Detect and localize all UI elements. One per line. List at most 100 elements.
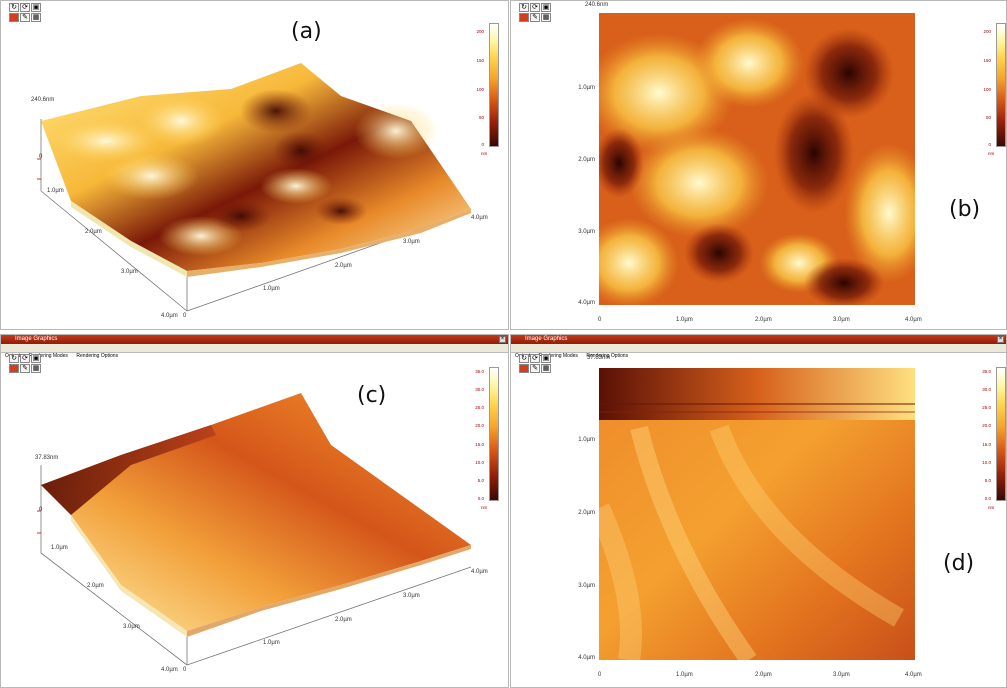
scale-tick: 200 [983, 29, 991, 34]
grid-icon[interactable]: ▦ [541, 364, 551, 373]
y-tick: 2.0µm [578, 157, 595, 163]
panel-a-3d-view: ↻ ⟳ ▣ ✎ ▦ (a) [0, 0, 509, 330]
window-titlebar: Image Graphics × [511, 335, 1006, 344]
refresh-icon[interactable]: ⟳ [530, 354, 540, 363]
refresh-icon[interactable]: ⟳ [20, 3, 30, 12]
panel-c-3d-view: Image Graphics × Output Rendering Modes … [0, 334, 509, 688]
scale-unit: nm [481, 505, 488, 510]
x-tick: 2.0µm [755, 317, 772, 323]
y-tick: 1.0µm [47, 188, 64, 194]
rotate-icon[interactable]: ↻ [519, 3, 529, 12]
x-tick: 3.0µm [833, 672, 850, 678]
scale-tick: 25.0 [982, 405, 991, 410]
palette-icon[interactable] [9, 364, 19, 373]
x-tick: 4.0µm [471, 569, 488, 575]
color-scale-bar [996, 367, 1006, 501]
scale-tick: 35.0 [475, 369, 484, 374]
x-tick: 0 [598, 672, 602, 678]
y-tick: 0 [39, 154, 43, 160]
pen-icon[interactable]: ✎ [20, 364, 30, 373]
color-scale-bar [996, 23, 1006, 147]
export-icon[interactable]: ▣ [541, 3, 551, 12]
y-tick: 2.0µm [578, 510, 595, 516]
x-tick: 3.0µm [403, 239, 420, 245]
height-label: 240.6nm [585, 2, 609, 8]
window-title: Image Graphics [525, 336, 568, 342]
window-title: Image Graphics [15, 336, 58, 342]
scale-tick: 20.0 [982, 423, 991, 428]
x-tick: 2.0µm [335, 263, 352, 269]
scale-tick: 20.0 [475, 423, 484, 428]
scale-unit: nm [481, 151, 488, 156]
scale-tick: 200 [476, 29, 484, 34]
rotate-icon[interactable]: ↻ [519, 354, 529, 363]
close-icon[interactable]: × [499, 336, 506, 343]
surface-3d-a [37, 63, 472, 312]
rotate-icon[interactable]: ↻ [9, 3, 19, 12]
scale-tick: 150 [476, 58, 484, 63]
scale-tick: 15.0 [982, 442, 991, 447]
y-tick: 3.0µm [123, 624, 140, 630]
surface-3d-c [37, 393, 472, 666]
scale-tick: 15.0 [475, 442, 484, 447]
panel-b-2d-view: ↻ ⟳ ▣ ✎ ▦ 240.6nm 1.0µm 2.0µm 3.0µm 4.0µ… [510, 0, 1007, 330]
height-map-b [599, 13, 915, 305]
menu-rendering-modes[interactable]: Rendering Modes [538, 353, 578, 359]
pen-icon[interactable]: ✎ [530, 13, 540, 22]
scale-tick: 5.0 [984, 478, 991, 483]
grid-icon[interactable]: ▦ [541, 13, 551, 22]
y-tick: 4.0µm [578, 300, 595, 306]
grid-icon[interactable]: ▦ [31, 364, 41, 373]
y-tick: 3.0µm [578, 583, 595, 589]
window-titlebar: Image Graphics × [1, 335, 508, 344]
y-tick: 0 [39, 507, 43, 513]
scale-unit: nm [988, 505, 995, 510]
y-tick: 1.0µm [578, 85, 595, 91]
scale-tick: 0 [988, 142, 991, 147]
scale-tick: 100 [476, 87, 484, 92]
y-tick: 2.0µm [85, 229, 102, 235]
pen-icon[interactable]: ✎ [530, 364, 540, 373]
pen-icon[interactable]: ✎ [20, 13, 30, 22]
export-icon[interactable]: ▣ [31, 3, 41, 12]
x-tick: 3.0µm [403, 593, 420, 599]
x-tick: 1.0µm [676, 317, 693, 323]
x-tick: 1.0µm [263, 640, 280, 646]
palette-icon[interactable] [519, 13, 529, 22]
rotate-icon[interactable]: ↻ [9, 354, 19, 363]
scale-tick: 5.0 [477, 478, 484, 483]
palette-icon[interactable] [9, 13, 19, 22]
export-icon[interactable]: ▣ [541, 354, 551, 363]
export-icon[interactable]: ▣ [31, 354, 41, 363]
x-tick: 4.0µm [905, 672, 922, 678]
x-tick: 0 [183, 667, 187, 673]
x-tick: 2.0µm [755, 672, 772, 678]
menu-rendering-modes[interactable]: Rendering Modes [28, 353, 68, 359]
refresh-icon[interactable]: ⟳ [530, 3, 540, 12]
y-tick: 3.0µm [121, 269, 138, 275]
menu-rendering-options[interactable]: Rendering Options [76, 353, 119, 359]
refresh-icon[interactable]: ⟳ [20, 354, 30, 363]
close-icon[interactable]: × [997, 336, 1004, 343]
color-scale-bar [489, 23, 499, 147]
height-label: 37.83nm [35, 455, 59, 461]
panel-label: (c) [357, 383, 387, 408]
y-tick: 4.0µm [161, 667, 178, 673]
menu-rendering-options[interactable]: Rendering Options [586, 353, 629, 359]
grid-icon[interactable]: ▦ [31, 13, 41, 22]
scale-tick: 50 [478, 115, 484, 120]
panel-label: (a) [291, 19, 322, 44]
panel-label: (b) [949, 197, 981, 222]
y-tick: 1.0µm [578, 437, 595, 443]
x-tick: 4.0µm [905, 317, 922, 323]
height-label: 240.6nm [31, 97, 55, 103]
scale-tick: 0 [481, 142, 484, 147]
scale-tick: 100 [983, 87, 991, 92]
x-tick: 0 [598, 317, 602, 323]
height-label: 37.83nm [587, 355, 611, 361]
scale-tick: 10.0 [982, 460, 991, 465]
palette-icon[interactable] [519, 364, 529, 373]
scale-tick: 10.0 [475, 460, 484, 465]
scale-tick: 150 [983, 58, 991, 63]
scale-tick: 25.0 [475, 405, 484, 410]
